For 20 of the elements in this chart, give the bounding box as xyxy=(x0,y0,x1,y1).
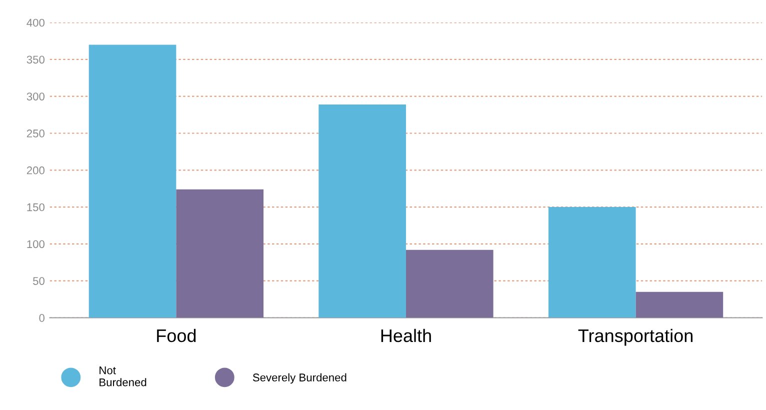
legend-label: Severely Burdened xyxy=(252,373,346,384)
bar xyxy=(636,292,724,318)
y-tick-label: 200 xyxy=(26,166,44,174)
bar xyxy=(88,44,176,318)
x-tick-label: Food xyxy=(157,328,196,342)
x-tick-label: Transportation xyxy=(578,328,692,346)
x-tick-label: Health xyxy=(381,328,431,342)
y-tick-label: 150 xyxy=(27,203,44,212)
y-tick-label: 300 xyxy=(26,92,44,100)
y-tick-label: 50 xyxy=(33,277,44,285)
bar xyxy=(176,189,264,318)
legend-label: Not Burdened xyxy=(100,366,146,386)
y-tick-label: 350 xyxy=(26,56,44,64)
bar xyxy=(548,207,636,318)
y-tick-label: 100 xyxy=(27,240,44,248)
y-tick-label: 0 xyxy=(39,314,44,322)
bar xyxy=(406,250,494,318)
y-tick-label: 250 xyxy=(26,130,44,138)
bar xyxy=(318,104,406,318)
y-tick-label: 400 xyxy=(26,18,44,27)
